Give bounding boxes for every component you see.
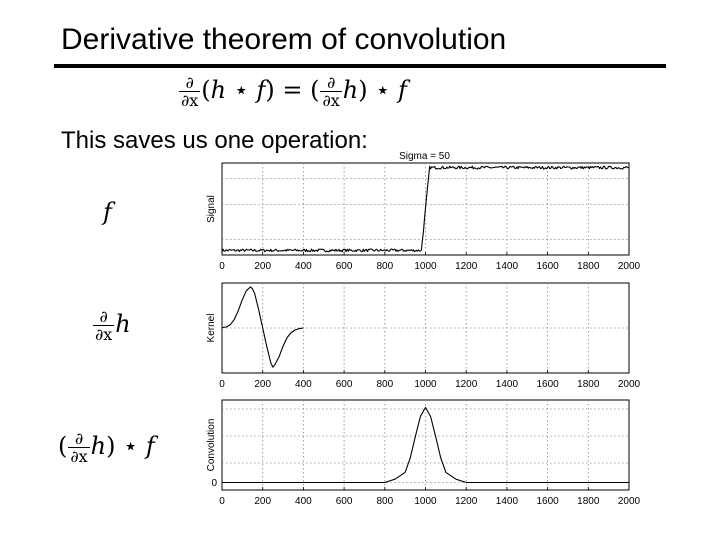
- x-tick-label: 2000: [618, 379, 641, 390]
- x-tick-label: 600: [336, 261, 353, 272]
- x-tick-label: 2000: [618, 261, 641, 272]
- x-tick-label: 1800: [577, 496, 600, 507]
- eq-rhs-derivative: ∂ ∂x: [320, 73, 342, 110]
- x-tick-label: 400: [295, 379, 312, 390]
- eq-lhs-derivative: ∂ ∂x: [179, 73, 201, 110]
- x-tick-label: 200: [254, 261, 271, 272]
- row-label-signal: f: [103, 198, 112, 226]
- chart-panel-1: 0 200 400 600 800 1000 1200 1400 1600 1800 2000 Sig…: [206, 151, 641, 272]
- x-tick-label: 200: [254, 496, 271, 507]
- x-tick-label: 0: [219, 496, 225, 507]
- x-tick-label: 600: [336, 379, 353, 390]
- x-tick-label: 1400: [496, 379, 519, 390]
- x-tick-label: 0: [219, 379, 225, 390]
- y-axis-label: Convolution: [206, 419, 217, 472]
- x-tick-label: 800: [376, 496, 393, 507]
- chart-panel-2: 0 200 400 600 800 1000 1200 1400 1600 1800 2000 Ker…: [206, 282, 641, 390]
- slide-title: Derivative theorem of convolution: [61, 23, 507, 56]
- x-tick-label: 800: [376, 379, 393, 390]
- x-tick-label: 0: [219, 261, 225, 272]
- x-tick-label: 2000: [618, 496, 641, 507]
- x-tick-label: 400: [295, 496, 312, 507]
- x-tick-label: 1200: [455, 496, 478, 507]
- x-tick-label: 1800: [577, 379, 600, 390]
- body-text: This saves us one operation:: [61, 127, 368, 154]
- series-line-2: [221, 286, 304, 368]
- y-axis-label: Signal: [206, 195, 217, 223]
- x-tick-label: 1600: [536, 496, 559, 507]
- x-tick-label: 600: [336, 496, 353, 507]
- x-tick-label: 1000: [414, 496, 437, 507]
- series-line-1: [221, 165, 629, 253]
- x-tick-label: 1400: [496, 261, 519, 272]
- x-tick-label: 1000: [414, 379, 437, 390]
- x-tick-label: 1000: [414, 261, 437, 272]
- x-tick-label: 1200: [455, 261, 478, 272]
- x-tick-label: 1600: [536, 379, 559, 390]
- chart-title: Sigma = 50: [399, 151, 450, 162]
- x-tick-label: 1600: [536, 261, 559, 272]
- row-label-kernel: ∂ ∂x h: [93, 307, 131, 344]
- x-tick-label: 1400: [496, 496, 519, 507]
- x-tick-label: 1200: [455, 379, 478, 390]
- y-axis-label: Kernel: [206, 314, 217, 343]
- title-underline: [54, 64, 666, 68]
- x-tick-label: 1800: [577, 261, 600, 272]
- x-tick-label: 200: [254, 379, 271, 390]
- y-tick-label: 0: [211, 478, 217, 489]
- x-tick-label: 400: [295, 261, 312, 272]
- x-tick-label: 800: [376, 261, 393, 272]
- series-line-3: [222, 406, 629, 484]
- chart-panel-3: 0 200 400 600 800 1000 1200 1400 1600 1800 2000 0 Co…: [206, 399, 641, 507]
- derivative-theorem-equation: ∂ ∂x (h ⋆ f) = (∂ ∂x h) ⋆ f: [179, 73, 407, 110]
- row-label-convolution: (∂ ∂x h) ⋆ f: [58, 429, 155, 466]
